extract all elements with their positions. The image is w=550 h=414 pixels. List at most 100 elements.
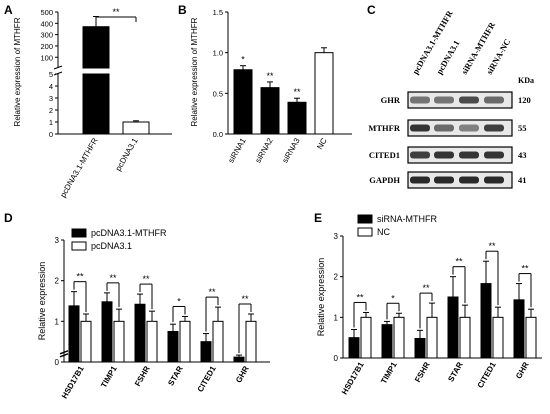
significance-mark: *	[241, 55, 245, 65]
y-tick-label: 400	[40, 19, 53, 28]
bar	[287, 101, 307, 135]
y-tick-label: 1	[55, 317, 60, 326]
y-tick-label: 1.0	[213, 49, 223, 58]
bar	[101, 301, 113, 363]
kda-label: 41	[518, 175, 527, 185]
significance-mark: **	[112, 7, 120, 17]
bar	[179, 320, 191, 363]
blot-band	[434, 96, 454, 104]
y-axis-title: Relative expression of MTHFR	[13, 17, 22, 126]
x-tick-label: HSD17B1	[340, 360, 366, 396]
significance-mark: *	[177, 296, 181, 306]
significance-mark: **	[422, 283, 430, 293]
significance-mark: **	[142, 274, 150, 284]
bar	[134, 303, 146, 363]
bar	[113, 320, 125, 363]
axis-break-mark	[53, 65, 63, 70]
x-tick-label: siRNA2	[253, 136, 275, 164]
y-tick-label: 1	[334, 313, 339, 322]
x-tick-label: CITED1	[476, 360, 498, 390]
chart-a: 100 200 300 400 500 0 1 2 3 4 5 pcDNA3.1-MTHFR pcDNA…	[13, 7, 172, 199]
significance-mark: **	[356, 292, 364, 302]
blot-band	[410, 124, 430, 132]
protein-label: CITED1	[369, 150, 400, 160]
x-tick-label: HSD17B1	[60, 364, 86, 400]
y-tick-label: 1.5	[213, 8, 223, 17]
blot-band	[484, 124, 504, 132]
x-tick-label: pcDNA3.1-MTHFR	[58, 136, 99, 199]
western-blot-c: pcDNA3.1-MTHFRpcDNA3.1siRNA-MTHFRsiRNA-N…	[368, 8, 534, 189]
y-tick-label: 3	[55, 236, 60, 245]
panel-label-e: E	[314, 211, 322, 225]
bar	[212, 320, 224, 363]
y-tick-label: 5	[49, 70, 53, 79]
blot-band	[410, 151, 430, 159]
axis-break-mark	[59, 350, 69, 355]
y-tick-label: 0	[49, 130, 53, 139]
y-tick-label: 2	[334, 273, 339, 282]
legend-label: pcDNA3.1	[91, 241, 132, 251]
blot-band	[459, 124, 479, 132]
y-tick-label: 0	[334, 354, 339, 363]
y-tick-label: 0	[55, 358, 60, 367]
blot-band	[434, 151, 454, 159]
y-tick-label: 2	[55, 277, 60, 286]
lane-label: pcDNA3.1	[434, 38, 461, 76]
y-tick-label: 100	[40, 53, 53, 62]
blot-band	[459, 96, 479, 104]
axis-break-mark	[59, 353, 69, 358]
bar	[480, 283, 492, 359]
y-tick-label: 4	[49, 82, 53, 91]
bar	[146, 320, 158, 363]
chart-e: 0 1 2 3 ** HSD17B1 * TIMP1 ** FSHR ** STAR ** CITED1 *…	[316, 214, 542, 396]
blot-band	[484, 176, 504, 184]
blot-band	[459, 176, 479, 184]
significance-mark: **	[293, 87, 301, 97]
unit-label: KDa	[518, 76, 534, 85]
panel-label-d: D	[4, 211, 13, 225]
x-tick-label: GHR	[234, 364, 251, 384]
bar	[233, 356, 245, 363]
y-tick-label: 200	[40, 42, 53, 51]
blot-band	[434, 176, 454, 184]
x-tick-label: STAR	[446, 360, 464, 383]
legend-label: pcDNA3.1-MTHFR	[91, 228, 167, 238]
x-tick-label: FSHR	[413, 360, 432, 384]
x-tick-label: siRNA3	[280, 136, 302, 164]
bar	[360, 316, 372, 359]
chart-d: 0 1 2 3 ** HSD17B1 ** TIMP1 ** FSHR * STAR ** CITED1 *…	[37, 228, 270, 400]
bar	[447, 296, 459, 359]
bar	[80, 320, 92, 363]
significance-mark: **	[109, 273, 117, 283]
blot-band	[484, 151, 504, 159]
blot-band	[459, 151, 479, 159]
panel-label-c: C	[367, 3, 376, 17]
bar	[245, 320, 257, 363]
legend-swatch	[71, 241, 87, 251]
bar	[381, 324, 393, 359]
kda-label: 55	[518, 123, 527, 133]
y-tick-label: 0.5	[213, 89, 223, 98]
blot-band	[434, 124, 454, 132]
bar	[167, 331, 179, 363]
bar	[122, 121, 150, 135]
bar	[525, 316, 537, 359]
legend-label: NC	[377, 227, 390, 237]
chart-b: 0.0 0.5 1.0 1.5 * siRNA1 ** siRNA2 ** siRNA3 NC Rel…	[190, 8, 352, 164]
legend-swatch	[357, 214, 373, 224]
protein-label: GHR	[381, 95, 401, 105]
x-tick-label: TIMP1	[99, 364, 119, 389]
y-tick-label: 300	[40, 31, 53, 40]
x-tick-label: NC	[315, 136, 329, 151]
y-tick-label: 2	[49, 106, 53, 115]
bar	[393, 316, 405, 359]
x-tick-label: CITED1	[196, 364, 218, 394]
protein-label: MTHFR	[368, 123, 400, 133]
legend-swatch	[357, 227, 373, 237]
significance-mark: **	[488, 241, 496, 251]
bar	[314, 52, 334, 135]
x-tick-label: TIMP1	[379, 360, 399, 385]
bar	[68, 305, 80, 363]
protein-label: GAPDH	[369, 175, 400, 185]
y-axis-title: Relative expression	[316, 258, 326, 337]
